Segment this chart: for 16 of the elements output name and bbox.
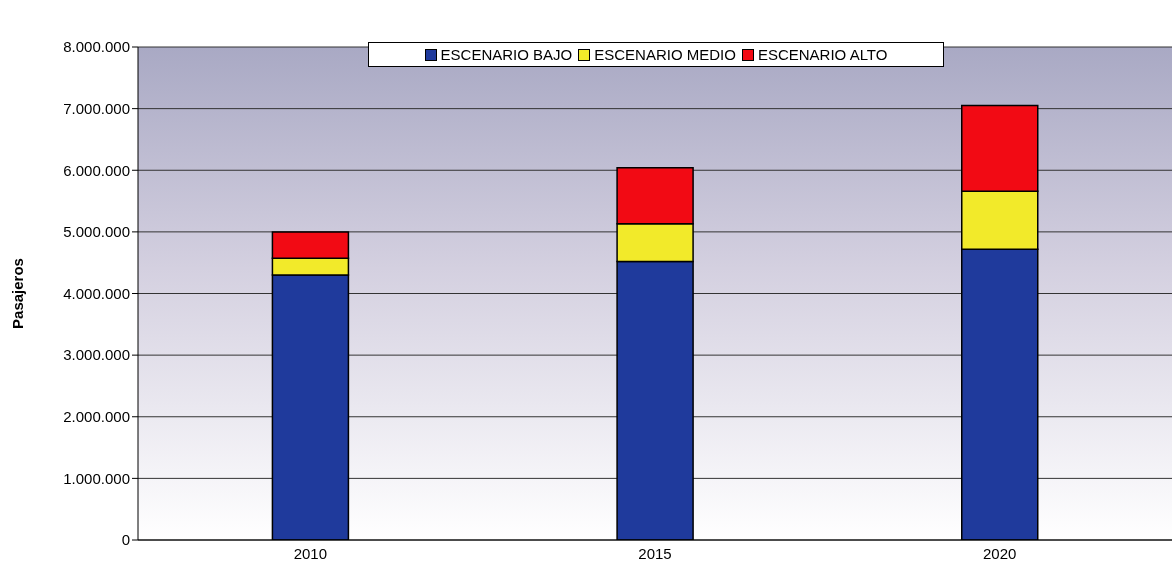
y-tick-label: 4.000.000 — [63, 284, 130, 302]
y-tick-label: 8.000.000 — [63, 38, 130, 56]
x-tick-label: 2020 — [982, 544, 1017, 562]
y-tick-label: 6.000.000 — [63, 161, 130, 179]
y-tick-label: 2.000.000 — [63, 408, 130, 426]
y-tick-label: 3.000.000 — [63, 346, 130, 364]
legend-label: ESCENARIO MEDIO — [594, 46, 736, 63]
legend-label: ESCENARIO BAJO — [440, 46, 573, 63]
legend-label: ESCENARIO ALTO — [757, 46, 888, 63]
y-tick-label: 0 — [121, 531, 130, 549]
x-tick-label: 2015 — [638, 544, 672, 562]
y-axis-title: Pasajeros — [9, 258, 27, 329]
y-tick-label: 7.000.000 — [63, 99, 130, 117]
y-tick-label: 5.000.000 — [63, 223, 130, 241]
y-tick-label: 1.000.000 — [63, 469, 130, 487]
x-tick-label: 2010 — [293, 544, 328, 562]
